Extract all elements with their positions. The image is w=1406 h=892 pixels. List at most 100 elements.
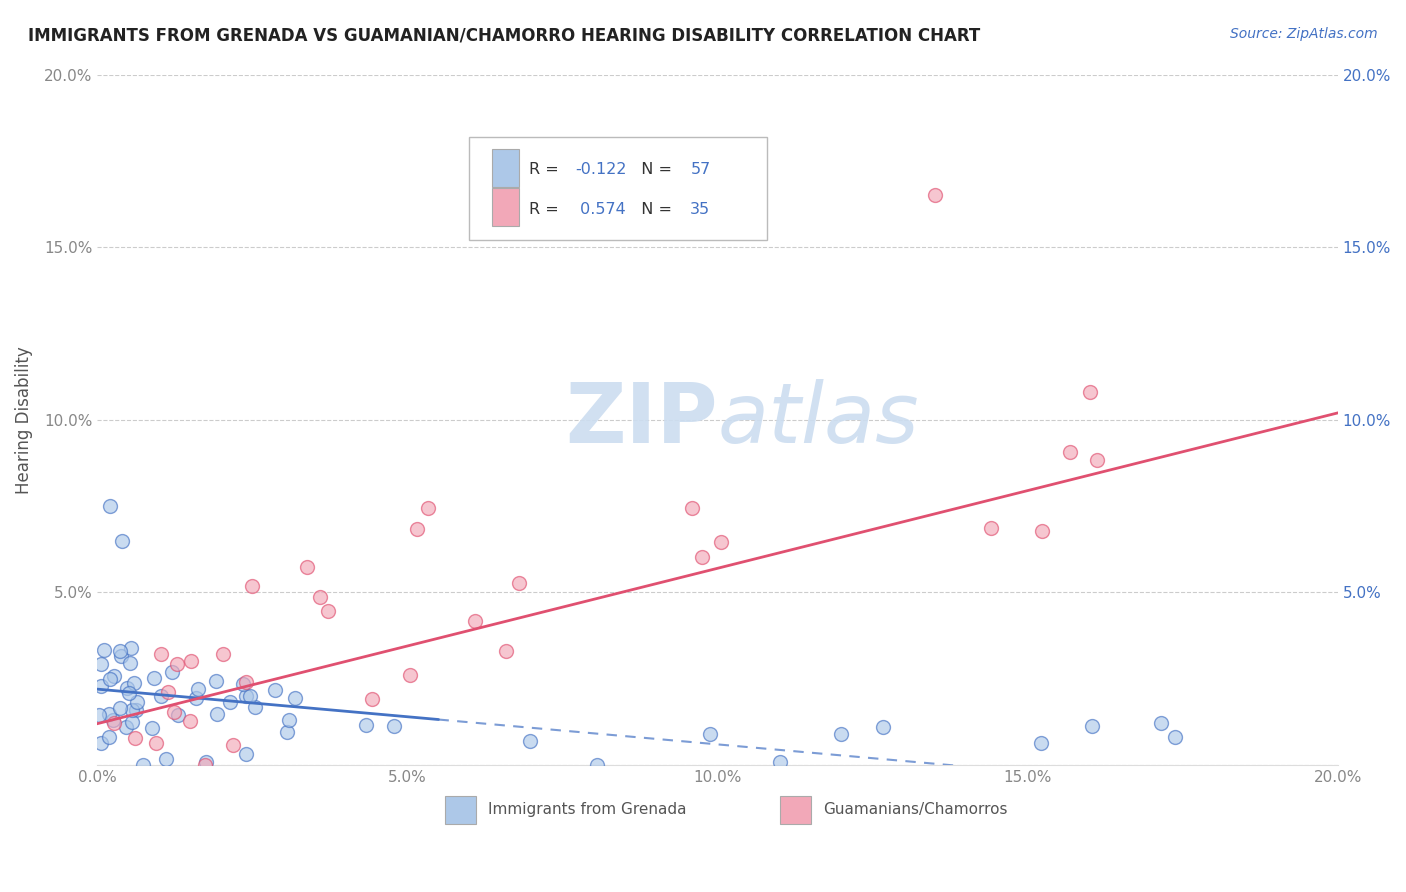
- Point: [110, 644, 132, 658]
- Text: atlas: atlas: [717, 379, 920, 460]
- Point: [768, 756, 790, 770]
- Point: [361, 692, 384, 706]
- Point: [90, 657, 112, 671]
- Point: [1150, 715, 1173, 730]
- Point: [98, 706, 121, 721]
- Point: [205, 673, 228, 688]
- Point: [399, 668, 422, 682]
- Point: [120, 641, 142, 656]
- Point: [117, 686, 139, 700]
- Point: [108, 701, 131, 715]
- Text: N =: N =: [631, 202, 676, 217]
- Point: [406, 523, 429, 537]
- Point: [101, 714, 124, 728]
- Text: 35: 35: [690, 202, 710, 217]
- Point: [155, 752, 177, 766]
- Point: [142, 671, 165, 685]
- Point: [1078, 384, 1101, 399]
- Bar: [492, 188, 519, 227]
- Point: [150, 647, 173, 661]
- Point: [1081, 719, 1104, 733]
- Point: [277, 713, 299, 727]
- Point: [118, 656, 141, 670]
- Point: [284, 690, 307, 705]
- Point: [416, 501, 439, 516]
- Point: [245, 699, 267, 714]
- Point: [194, 758, 217, 772]
- Point: [239, 689, 262, 703]
- Point: [115, 681, 138, 696]
- Point: [103, 715, 125, 730]
- Point: [90, 679, 112, 693]
- Point: [111, 533, 134, 548]
- Bar: [492, 149, 519, 187]
- Point: [699, 727, 721, 741]
- Point: [1059, 445, 1081, 459]
- Point: [1031, 736, 1053, 750]
- Point: [205, 707, 228, 722]
- Point: [872, 720, 894, 734]
- Point: [316, 604, 339, 618]
- Point: [690, 550, 713, 565]
- Point: [93, 642, 115, 657]
- Point: [235, 675, 257, 690]
- Point: [264, 682, 287, 697]
- Point: [98, 673, 121, 687]
- Point: [586, 757, 609, 772]
- Point: [103, 668, 125, 682]
- Point: [141, 721, 163, 735]
- Text: R =: R =: [529, 202, 564, 217]
- Point: [157, 685, 180, 699]
- Y-axis label: Hearing Disability: Hearing Disability: [15, 346, 32, 493]
- Text: IMMIGRANTS FROM GRENADA VS GUAMANIAN/CHAMORRO HEARING DISABILITY CORRELATION CHA: IMMIGRANTS FROM GRENADA VS GUAMANIAN/CHA…: [28, 27, 980, 45]
- Point: [1164, 730, 1187, 744]
- Point: [495, 644, 517, 658]
- Point: [194, 755, 217, 769]
- Text: Guamanians/Chamorros: Guamanians/Chamorros: [823, 803, 1008, 817]
- Text: ZIP: ZIP: [565, 379, 717, 460]
- Point: [710, 534, 733, 549]
- Point: [681, 500, 703, 515]
- Text: N =: N =: [631, 162, 676, 178]
- Point: [235, 690, 257, 704]
- Point: [150, 689, 173, 703]
- Point: [212, 648, 235, 662]
- Point: [98, 499, 121, 513]
- Point: [519, 734, 541, 748]
- Point: [356, 718, 378, 732]
- FancyBboxPatch shape: [470, 136, 768, 240]
- Point: [830, 726, 852, 740]
- Point: [924, 188, 946, 202]
- Text: 57: 57: [690, 162, 710, 178]
- Text: 0.574: 0.574: [575, 202, 626, 217]
- Point: [508, 575, 530, 590]
- Point: [145, 736, 167, 750]
- Text: R =: R =: [529, 162, 564, 178]
- Point: [125, 695, 148, 709]
- Point: [180, 654, 202, 668]
- Point: [187, 681, 209, 696]
- Text: -0.122: -0.122: [575, 162, 627, 178]
- Bar: [779, 797, 811, 824]
- Point: [276, 724, 298, 739]
- Point: [124, 731, 146, 745]
- Point: [110, 648, 132, 663]
- Point: [980, 521, 1002, 535]
- Point: [295, 560, 318, 574]
- Point: [232, 677, 254, 691]
- Point: [235, 747, 257, 761]
- Point: [90, 736, 112, 750]
- Text: Immigrants from Grenada: Immigrants from Grenada: [488, 803, 686, 817]
- Bar: [444, 797, 475, 824]
- Point: [179, 714, 201, 728]
- Point: [97, 730, 120, 744]
- Point: [87, 708, 110, 723]
- Point: [125, 703, 148, 717]
- Point: [1031, 524, 1053, 539]
- Point: [115, 720, 138, 734]
- Point: [309, 591, 332, 605]
- Point: [184, 691, 207, 706]
- Text: Source: ZipAtlas.com: Source: ZipAtlas.com: [1230, 27, 1378, 41]
- Point: [166, 657, 188, 671]
- Point: [464, 614, 486, 628]
